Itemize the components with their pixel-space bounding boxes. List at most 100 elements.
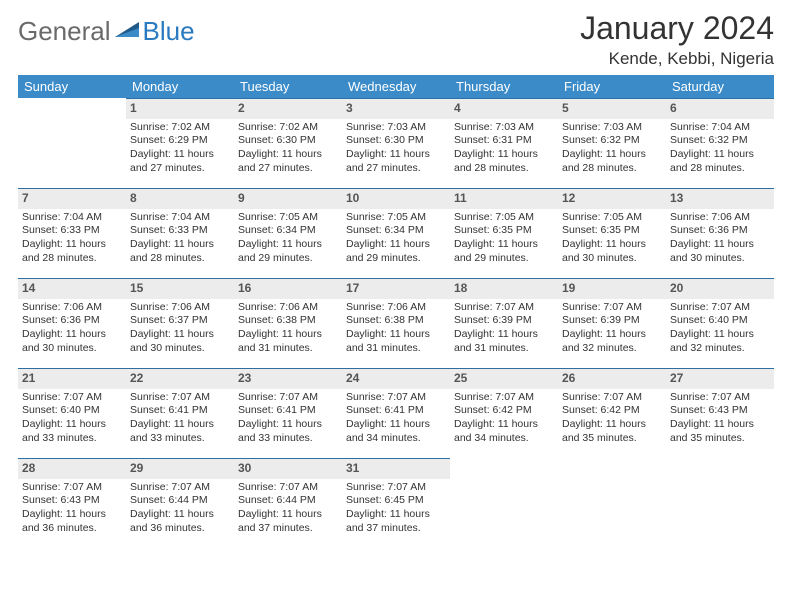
sunrise-text: Sunrise: 7:07 AM [562, 301, 662, 315]
sunrise-text: Sunrise: 7:05 AM [346, 211, 446, 225]
day-content: Sunrise: 7:04 AMSunset: 6:33 PMDaylight:… [22, 211, 122, 266]
sunrise-text: Sunrise: 7:05 AM [454, 211, 554, 225]
calendar-week-row: 1Sunrise: 7:02 AMSunset: 6:29 PMDaylight… [18, 98, 774, 188]
sunrise-text: Sunrise: 7:04 AM [670, 121, 770, 135]
sunrise-text: Sunrise: 7:07 AM [346, 481, 446, 495]
daylight-text: Daylight: 11 hours and 27 minutes. [346, 148, 446, 175]
sunset-text: Sunset: 6:38 PM [238, 314, 338, 328]
calendar-day-cell: 31Sunrise: 7:07 AMSunset: 6:45 PMDayligh… [342, 458, 450, 548]
day-number: 19 [558, 278, 666, 299]
calendar-day-cell: 26Sunrise: 7:07 AMSunset: 6:42 PMDayligh… [558, 368, 666, 458]
daylight-text: Daylight: 11 hours and 30 minutes. [562, 238, 662, 265]
daylight-text: Daylight: 11 hours and 34 minutes. [346, 418, 446, 445]
sunrise-text: Sunrise: 7:02 AM [130, 121, 230, 135]
sunrise-text: Sunrise: 7:02 AM [238, 121, 338, 135]
day-number: 28 [18, 458, 126, 479]
day-number: 20 [666, 278, 774, 299]
day-content: Sunrise: 7:07 AMSunset: 6:44 PMDaylight:… [238, 481, 338, 536]
sunrise-text: Sunrise: 7:06 AM [22, 301, 122, 315]
day-content: Sunrise: 7:07 AMSunset: 6:41 PMDaylight:… [238, 391, 338, 446]
daylight-text: Daylight: 11 hours and 29 minutes. [454, 238, 554, 265]
daylight-text: Daylight: 11 hours and 30 minutes. [670, 238, 770, 265]
daylight-text: Daylight: 11 hours and 29 minutes. [346, 238, 446, 265]
calendar-day-cell: 22Sunrise: 7:07 AMSunset: 6:41 PMDayligh… [126, 368, 234, 458]
day-number: 6 [666, 98, 774, 119]
day-content: Sunrise: 7:03 AMSunset: 6:30 PMDaylight:… [346, 121, 446, 176]
sunrise-text: Sunrise: 7:07 AM [454, 301, 554, 315]
sunrise-text: Sunrise: 7:06 AM [670, 211, 770, 225]
calendar-day-cell: 9Sunrise: 7:05 AMSunset: 6:34 PMDaylight… [234, 188, 342, 278]
day-number: 14 [18, 278, 126, 299]
logo: General Blue [18, 16, 195, 47]
calendar-day-cell [666, 458, 774, 548]
calendar-day-cell: 17Sunrise: 7:06 AMSunset: 6:38 PMDayligh… [342, 278, 450, 368]
sunset-text: Sunset: 6:35 PM [562, 224, 662, 238]
day-number: 7 [18, 188, 126, 209]
day-content: Sunrise: 7:06 AMSunset: 6:38 PMDaylight:… [346, 301, 446, 356]
flag-icon [115, 19, 141, 44]
calendar-day-cell [450, 458, 558, 548]
calendar-day-cell: 6Sunrise: 7:04 AMSunset: 6:32 PMDaylight… [666, 98, 774, 188]
calendar-day-cell: 11Sunrise: 7:05 AMSunset: 6:35 PMDayligh… [450, 188, 558, 278]
day-content: Sunrise: 7:07 AMSunset: 6:43 PMDaylight:… [22, 481, 122, 536]
day-number: 12 [558, 188, 666, 209]
day-content: Sunrise: 7:07 AMSunset: 6:42 PMDaylight:… [562, 391, 662, 446]
daylight-text: Daylight: 11 hours and 36 minutes. [130, 508, 230, 535]
daylight-text: Daylight: 11 hours and 35 minutes. [670, 418, 770, 445]
sunrise-text: Sunrise: 7:07 AM [454, 391, 554, 405]
day-number: 15 [126, 278, 234, 299]
sunrise-text: Sunrise: 7:05 AM [238, 211, 338, 225]
sunset-text: Sunset: 6:30 PM [346, 134, 446, 148]
day-number: 31 [342, 458, 450, 479]
calendar-day-cell: 12Sunrise: 7:05 AMSunset: 6:35 PMDayligh… [558, 188, 666, 278]
sunset-text: Sunset: 6:37 PM [130, 314, 230, 328]
day-number: 30 [234, 458, 342, 479]
calendar-day-cell: 2Sunrise: 7:02 AMSunset: 6:30 PMDaylight… [234, 98, 342, 188]
calendar-table: SundayMondayTuesdayWednesdayThursdayFrid… [18, 75, 774, 548]
daylight-text: Daylight: 11 hours and 30 minutes. [22, 328, 122, 355]
daylight-text: Daylight: 11 hours and 37 minutes. [238, 508, 338, 535]
day-content: Sunrise: 7:05 AMSunset: 6:35 PMDaylight:… [454, 211, 554, 266]
calendar-day-cell: 1Sunrise: 7:02 AMSunset: 6:29 PMDaylight… [126, 98, 234, 188]
page-title: January 2024 [580, 10, 774, 47]
calendar-week-row: 7Sunrise: 7:04 AMSunset: 6:33 PMDaylight… [18, 188, 774, 278]
calendar-day-cell: 5Sunrise: 7:03 AMSunset: 6:32 PMDaylight… [558, 98, 666, 188]
day-content: Sunrise: 7:07 AMSunset: 6:39 PMDaylight:… [454, 301, 554, 356]
day-number: 11 [450, 188, 558, 209]
day-number: 2 [234, 98, 342, 119]
day-content: Sunrise: 7:06 AMSunset: 6:36 PMDaylight:… [22, 301, 122, 356]
sunrise-text: Sunrise: 7:04 AM [130, 211, 230, 225]
day-number: 24 [342, 368, 450, 389]
sunset-text: Sunset: 6:41 PM [130, 404, 230, 418]
daylight-text: Daylight: 11 hours and 28 minutes. [454, 148, 554, 175]
calendar-day-cell: 23Sunrise: 7:07 AMSunset: 6:41 PMDayligh… [234, 368, 342, 458]
calendar-day-cell: 4Sunrise: 7:03 AMSunset: 6:31 PMDaylight… [450, 98, 558, 188]
sunset-text: Sunset: 6:41 PM [238, 404, 338, 418]
day-content: Sunrise: 7:07 AMSunset: 6:41 PMDaylight:… [130, 391, 230, 446]
day-content: Sunrise: 7:05 AMSunset: 6:34 PMDaylight:… [346, 211, 446, 266]
day-number: 8 [126, 188, 234, 209]
daylight-text: Daylight: 11 hours and 27 minutes. [238, 148, 338, 175]
day-content: Sunrise: 7:05 AMSunset: 6:35 PMDaylight:… [562, 211, 662, 266]
calendar-day-cell: 3Sunrise: 7:03 AMSunset: 6:30 PMDaylight… [342, 98, 450, 188]
day-content: Sunrise: 7:06 AMSunset: 6:37 PMDaylight:… [130, 301, 230, 356]
calendar-header-row: SundayMondayTuesdayWednesdayThursdayFrid… [18, 75, 774, 98]
sunset-text: Sunset: 6:36 PM [670, 224, 770, 238]
daylight-text: Daylight: 11 hours and 31 minutes. [454, 328, 554, 355]
sunrise-text: Sunrise: 7:03 AM [346, 121, 446, 135]
day-number: 29 [126, 458, 234, 479]
weekday-header: Sunday [18, 75, 126, 98]
calendar-day-cell: 14Sunrise: 7:06 AMSunset: 6:36 PMDayligh… [18, 278, 126, 368]
sunrise-text: Sunrise: 7:07 AM [130, 481, 230, 495]
daylight-text: Daylight: 11 hours and 32 minutes. [562, 328, 662, 355]
location-label: Kende, Kebbi, Nigeria [580, 49, 774, 69]
sunset-text: Sunset: 6:43 PM [22, 494, 122, 508]
day-number: 13 [666, 188, 774, 209]
sunrise-text: Sunrise: 7:07 AM [22, 391, 122, 405]
header: General Blue January 2024 Kende, Kebbi, … [18, 10, 774, 69]
sunrise-text: Sunrise: 7:07 AM [346, 391, 446, 405]
daylight-text: Daylight: 11 hours and 30 minutes. [130, 328, 230, 355]
sunset-text: Sunset: 6:42 PM [562, 404, 662, 418]
sunrise-text: Sunrise: 7:05 AM [562, 211, 662, 225]
daylight-text: Daylight: 11 hours and 28 minutes. [562, 148, 662, 175]
